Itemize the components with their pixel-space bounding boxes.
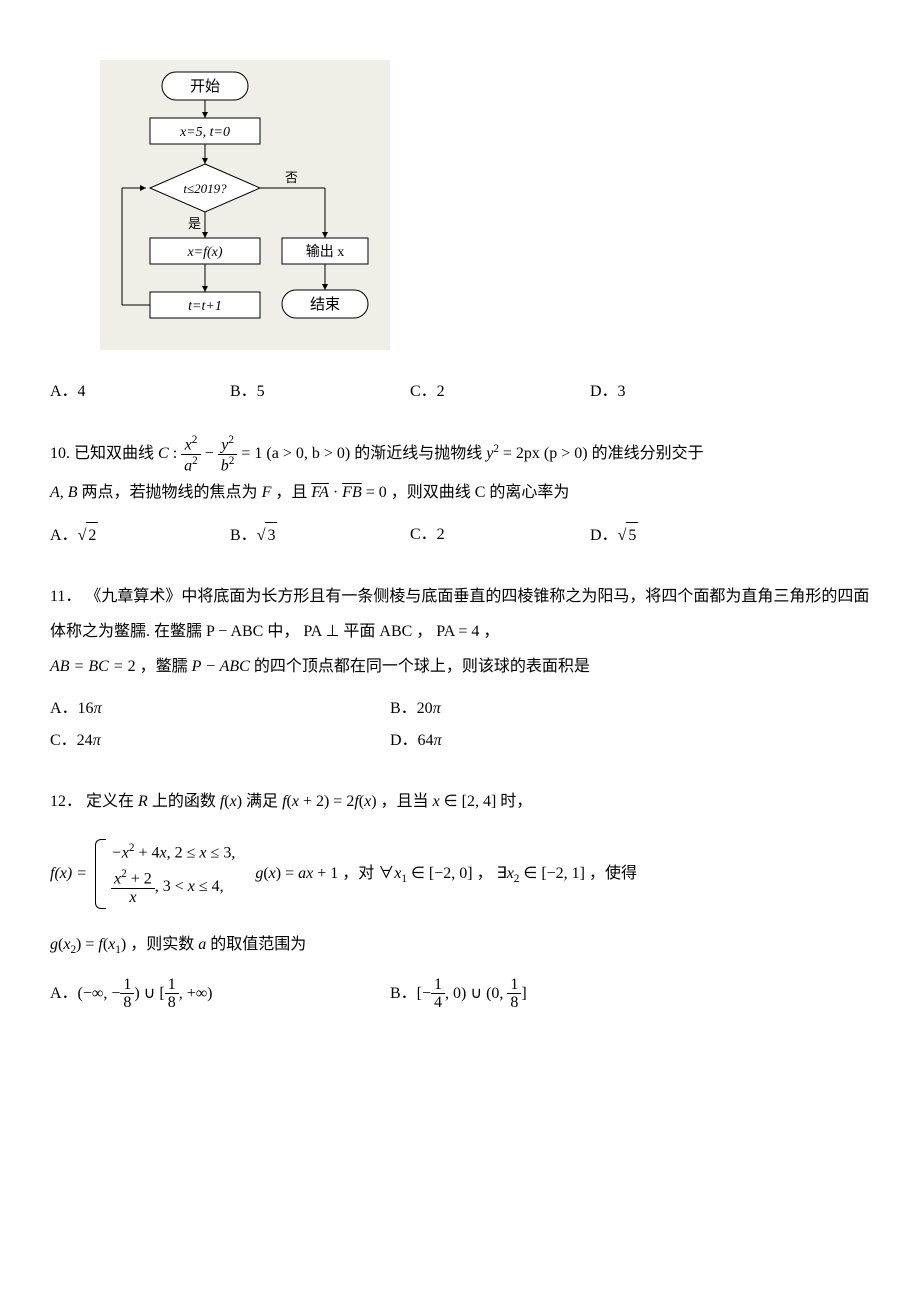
q10-eq1: = 1 (a > 0, b > 0) [241,445,350,462]
q10-stem5: ，则双曲线 C 的离心率为 [391,484,570,501]
q10-vec1: FA [311,484,328,501]
flow-yes: 是 [188,216,201,231]
q11: 11． 《九章算术》中将底面为长方形且有一条侧棱与底面垂直的四棱锥称之为阳马，将… [50,579,870,685]
q10-opt-a: A．√2 [50,522,220,549]
q11-num: 11． [50,588,81,605]
q12-options: A．(−∞, −18) ∪ [18, +∞) B．[−14, 0) ∪ (0, … [50,976,870,1018]
q10-frac1: x2 a2 [181,434,201,475]
q12-g-def: g(x) = ax + 1 ，对 ∀x1 ∈ [−2, 0] ， ∃x2 ∈ [… [255,865,637,882]
q10-frac2: y2 b2 [218,434,238,475]
flow-inc: t=t+1 [188,299,222,314]
q12-num: 12． [50,793,82,810]
q11-options: A．16π B．20π C．24π D．64π [50,696,870,759]
flow-cond: t≤2019? [183,181,227,196]
q12-stem1: 定义在 R 上的函数 f(x) 满足 f(x + 2) = 2f(x) ，且当 … [86,793,532,810]
q10-stem1: 已知双曲线 [74,445,154,462]
q10-num: 10. [50,445,70,462]
q11-opt-a: A．16π [50,696,390,722]
q9-opt-c: C．2 [410,379,580,405]
q10-opt-d: D．√5 [590,522,760,549]
q12-stem2: g(x2) = f(x1) ，则实数 a 的取值范围为 [50,929,870,962]
q12-piecewise: −x2 + 4x, 2 ≤ x ≤ 3, x2 + 2 x , 3 < x ≤ … [95,839,235,909]
q10-doteq: = 0 [366,484,387,501]
q10-opt-b: B．√3 [230,522,400,549]
q9-opt-a: A．4 [50,379,220,405]
flowchart: 开始 x=5, t=0 t≤2019? 是 否 x=f(x) t=t+1 输出 … [100,60,870,359]
q9-opt-d: D．3 [590,379,760,405]
flow-init: x=5, t=0 [179,125,230,140]
q10-vec2: FB [342,484,362,501]
q9-opt-b: B．5 [230,379,400,405]
q10: 10. 已知双曲线 C : x2 a2 − y2 b2 = 1 (a > 0, … [50,434,870,510]
q10-stem2: 的渐近线与抛物线 [354,445,482,462]
q10-opt-c: C．2 [410,522,580,549]
q11-opt-d: D．64π [390,728,730,754]
q12-piecewise-line: f(x) = −x2 + 4x, 2 ≤ x ≤ 3, x2 + 2 x , 3… [50,833,870,915]
q11-opt-c: C．24π [50,728,390,754]
q10-stem3: 的准线分别交于 [592,445,704,462]
flow-output: 输出 x [306,244,345,260]
q12-opt-a: A．(−∞, −18) ∪ [18, +∞) [50,976,390,1012]
q11-stem2: ，鳖臑 P − ABC 的四个顶点都在同一个球上，则该球的表面积是 [140,658,590,675]
q12-opt-b: B．[−14, 0) ∪ (0, 18] [390,976,730,1012]
q11-stem1: 《九章算术》中将底面为长方形且有一条侧棱与底面垂直的四棱锥称之为阳马，将四个面都… [50,588,869,640]
flowchart-svg: 开始 x=5, t=0 t≤2019? 是 否 x=f(x) t=t+1 输出 … [100,60,390,350]
q10-options: A．√2 B．√3 C．2 D．√5 [50,522,870,555]
flow-no: 否 [285,170,298,185]
q10-C: C [158,445,169,462]
q12: 12． 定义在 R 上的函数 f(x) 满足 f(x + 2) = 2f(x) … [50,784,870,819]
q11-opt-b: B．20π [390,696,730,722]
q10-parab-rhs: = 2px (p > 0) [503,445,588,462]
flow-start: 开始 [190,78,220,95]
flow-end: 结束 [310,296,340,313]
q12-f-label: f(x) = [50,865,87,882]
q10-stem4: 两点，若抛物线的焦点为 F ，且 [82,484,308,501]
q9-options: A．4 B．5 C．2 D．3 [50,379,870,411]
flow-assign: x=f(x) [186,245,222,260]
